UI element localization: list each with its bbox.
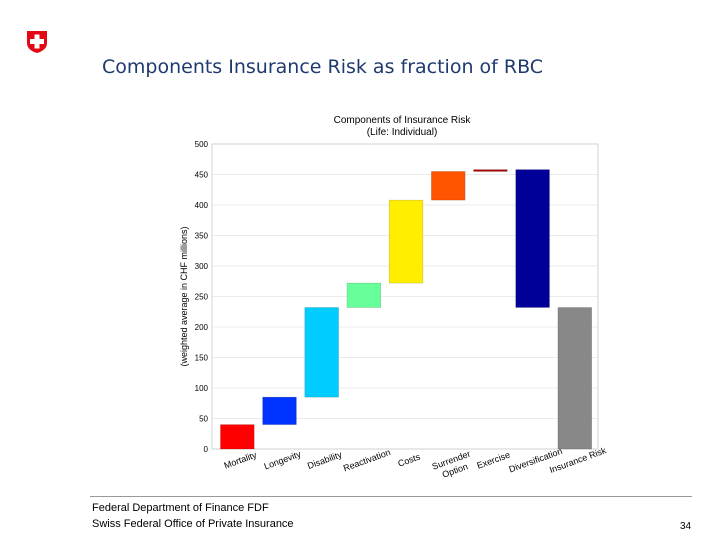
bar-surrender: [431, 171, 466, 201]
y-tick-label: 50: [199, 415, 208, 424]
x-category-label: Mortality: [223, 449, 259, 470]
x-category-label: Longevity: [263, 449, 303, 472]
y-tick-label: 450: [195, 171, 209, 180]
page-number: 34: [680, 521, 692, 532]
y-tick-label: 250: [195, 293, 209, 302]
x-category-label: Reactivation: [342, 447, 392, 473]
bar-costs: [388, 199, 424, 284]
waterfall-bars: [220, 169, 592, 450]
y-tick-label: 300: [195, 262, 209, 271]
y-tick-label: 350: [195, 232, 209, 241]
swiss-cross-logo: [27, 31, 47, 53]
bar-reactivation: [346, 282, 381, 308]
x-tick-label: Longevity: [263, 449, 303, 472]
y-tick-label: 500: [195, 140, 209, 149]
x-tick-label: Costs: [397, 451, 423, 468]
y-axis-label: (weighted average in CHF millions): [179, 226, 189, 366]
x-tick-label: Disability: [306, 449, 344, 471]
y-tick-label: 0: [204, 445, 209, 454]
y-tick-label: 200: [195, 323, 209, 332]
chart-subtitle: (Life: Individual): [367, 127, 438, 138]
bar-insurance-risk: [557, 307, 592, 450]
chart-title: Components of Insurance Risk: [334, 115, 472, 126]
slide-title: Components Insurance Risk as fraction of…: [102, 56, 544, 78]
plot-frame: [211, 143, 599, 450]
bar-longevity: [262, 396, 297, 425]
footer-divider: [90, 496, 692, 497]
y-tick-labels: 0 50 100 150 200 250 300 350 400 450 500: [195, 140, 209, 454]
x-category-label: Exercise: [475, 450, 511, 471]
y-tick-label: 400: [195, 201, 209, 210]
footer-department: Federal Department of Finance FDF: [92, 502, 269, 514]
bar-diversification: [515, 169, 550, 308]
x-category-label: Costs: [397, 451, 423, 468]
footer-office: Swiss Federal Office of Private Insuranc…: [92, 518, 294, 530]
y-tick-label: 150: [195, 354, 209, 363]
waterfall-chart: Components of Insurance Risk (Life: Indi…: [179, 115, 608, 480]
bar-disability: [304, 307, 339, 398]
y-tick-label: 100: [195, 384, 209, 393]
x-tick-label: Reactivation: [342, 447, 392, 473]
bar-mortality: [220, 424, 255, 450]
x-tick-label: Mortality: [223, 449, 259, 470]
x-category-labels: Mortality Longevity DisabilityReactivation…: [223, 445, 608, 480]
bar-option-exercise: [473, 169, 508, 172]
x-tick-label: Exercise: [475, 450, 511, 471]
x-category-label: Disability: [306, 449, 344, 471]
